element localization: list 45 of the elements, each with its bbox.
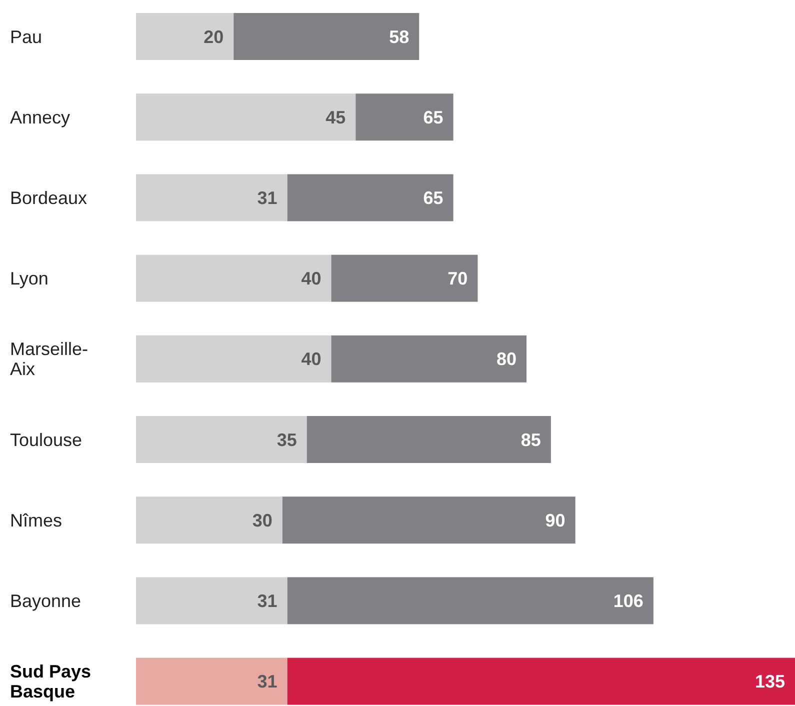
- data-label: 40: [301, 268, 322, 289]
- bar: [331, 254, 478, 302]
- bar: [331, 335, 527, 382]
- bar: [306, 416, 551, 463]
- bar: [136, 577, 288, 624]
- y-tick-label: Bayonne: [10, 591, 82, 611]
- total-label: 70: [448, 268, 468, 289]
- total-label: 106: [613, 591, 644, 611]
- y-tick-label: Nîmes: [10, 510, 62, 530]
- bar: [136, 174, 288, 222]
- total-label: 85: [520, 430, 541, 450]
- total-label: 80: [496, 349, 517, 370]
- y-tick-label: Sud Pays Basque: [10, 662, 92, 702]
- data-label: 31: [257, 188, 278, 208]
- y-tick-label: Bordeaux: [10, 188, 88, 208]
- bar: [287, 174, 454, 222]
- bar: [136, 335, 332, 382]
- total-label: 65: [423, 107, 444, 128]
- bar: [356, 94, 454, 141]
- bar: [136, 416, 307, 463]
- bar: [287, 658, 795, 705]
- data-label: 31: [257, 591, 278, 611]
- y-tick-label: Marseille-Aix: [10, 339, 88, 380]
- bar: [136, 94, 356, 141]
- bar: [136, 658, 288, 705]
- data-label: 20: [204, 26, 224, 47]
- total-label: 65: [423, 188, 444, 208]
- y-tick-label: Pau: [10, 26, 42, 47]
- bar: [282, 496, 576, 544]
- bar: [136, 496, 282, 544]
- data-label: 31: [257, 672, 278, 692]
- y-tick-label: Toulouse: [10, 430, 82, 450]
- bar: [287, 577, 654, 624]
- y-tick-label: Annecy: [10, 107, 70, 128]
- data-label: 40: [301, 349, 322, 370]
- data-label: 35: [276, 430, 297, 450]
- bar: [234, 13, 420, 60]
- total-label: 58: [389, 26, 410, 47]
- bar: [136, 254, 332, 302]
- y-tick-label: Lyon: [10, 268, 48, 289]
- data-label: 45: [326, 107, 346, 128]
- total-label: 90: [545, 510, 566, 530]
- data-label: 30: [252, 510, 272, 530]
- bar: [136, 13, 234, 60]
- total-label: 135: [754, 672, 785, 692]
